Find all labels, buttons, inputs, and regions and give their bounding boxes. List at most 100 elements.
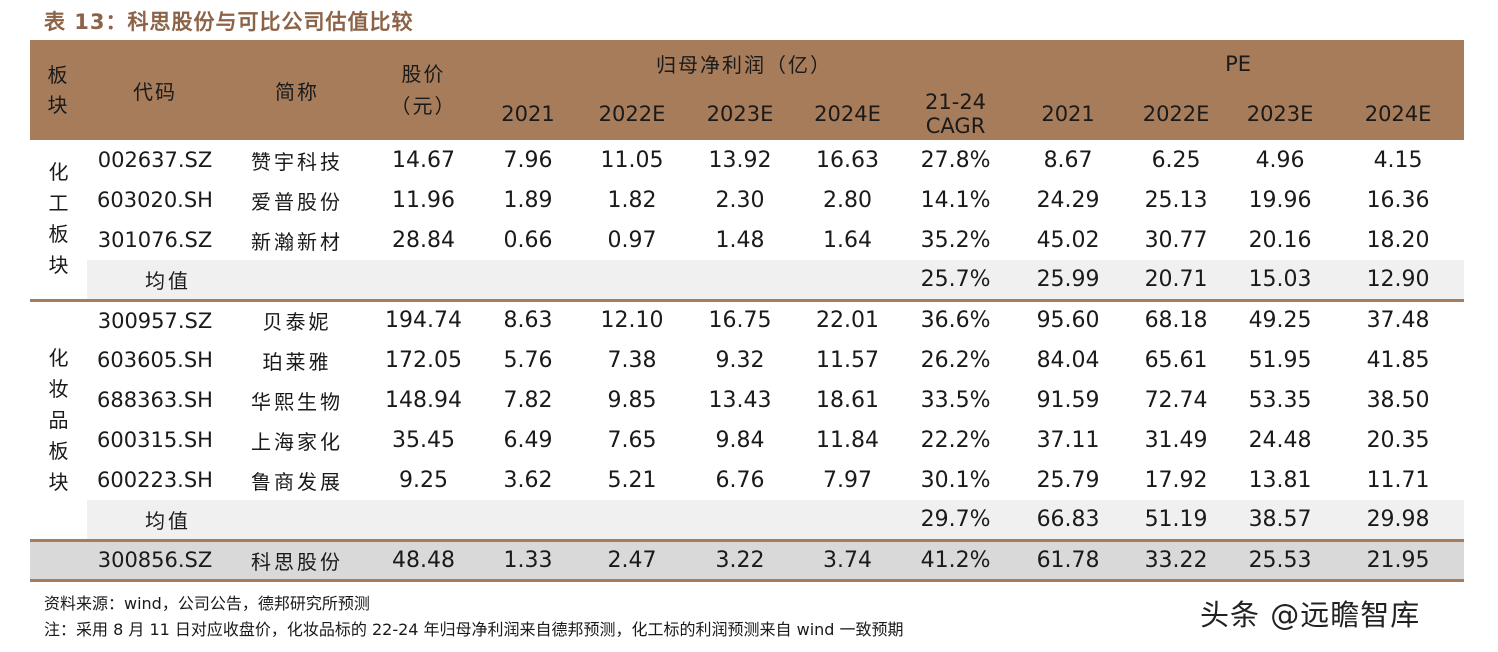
avg-pe-2023e: 38.57	[1228, 500, 1333, 540]
footnotes: 资料来源：wind，公司公告，德邦研究所预测 注：采用 8 月 11 日对应收盘…	[44, 591, 904, 643]
cell-code: 300856.SZ	[87, 538, 223, 582]
avg-cagr: 29.7%	[899, 500, 1013, 540]
sector-label-cosmetics: 化妆品板块	[30, 298, 87, 540]
cell-np-2024e: 2.80	[823, 187, 872, 213]
header-np-2021: 2021	[476, 87, 580, 140]
cell-pe-2022e: 25.13	[1144, 187, 1208, 213]
cell-np-2021: 1.33	[476, 538, 580, 582]
focus-company-row: 300856.SZ 科思股份 48.48 1.33 2.47 3.22 3.74…	[30, 538, 1465, 582]
cell-pe-2024e: 21.95	[1332, 538, 1465, 582]
cell-np-2021: 8.63	[476, 298, 580, 340]
header-sector-text: 板块	[47, 63, 70, 117]
cell-pe-2022e: 31.49	[1144, 427, 1208, 453]
price-note: 注：采用 8 月 11 日对应收盘价，化妆品标的 22-24 年归母净利润来自德…	[44, 620, 904, 639]
cell-price: 11.96	[392, 187, 455, 213]
cell-np-2021: 6.49	[503, 427, 553, 453]
table-row: 603020.SH 爱普股份 11.96 1.89 1.82 2.30 2.80…	[30, 180, 1464, 220]
cell-cagr: 35.2%	[920, 227, 991, 253]
cell-np-2024e: 11.57	[816, 347, 879, 373]
cell-np-2023e: 1.48	[715, 227, 765, 253]
cell-code: 301076.SZ	[97, 228, 213, 252]
table-row: 600315.SH 上海家化 35.45 6.49 7.65 9.84 11.8…	[30, 420, 1464, 460]
cell-cagr: 14.1%	[920, 187, 991, 213]
avg-pe-2023e: 15.03	[1228, 260, 1333, 300]
cell-pe-2024e: 18.20	[1366, 227, 1430, 253]
cell-pe-2023e: 51.95	[1248, 347, 1312, 373]
table-row: 301076.SZ 新瀚新材 28.84 0.66 0.97 1.48 1.64…	[30, 220, 1464, 260]
cell-price: 172.05	[385, 347, 462, 373]
cell-pe-2021: 91.59	[1036, 387, 1100, 413]
cell-pe-2023e: 53.35	[1248, 387, 1312, 413]
cell-cagr: 22.2%	[920, 427, 991, 453]
header-pe-2023e: 2023E	[1228, 87, 1333, 140]
cell-pe-2022e: 17.92	[1144, 467, 1208, 493]
cell-pe-2022e: 65.61	[1144, 347, 1208, 373]
cell-pe-2023e: 49.25	[1228, 298, 1333, 340]
table-header: 板块 代码 简称 股价（元） 归母净利润（亿） PE 2021 2022E 20…	[30, 40, 1465, 140]
cell-pe-2021: 61.78	[1012, 538, 1125, 582]
cell-np-2024e: 11.84	[816, 427, 879, 453]
cell-price: 35.45	[392, 427, 455, 453]
cell-pe-2022e: 72.74	[1144, 387, 1208, 413]
cell-pe-2021: 84.04	[1036, 347, 1100, 373]
cell-pe-2021: 95.60	[1012, 298, 1125, 340]
cell-code: 600315.SH	[97, 428, 213, 452]
avg-pe-2024e: 29.98	[1332, 500, 1465, 540]
valuation-table: 板块 代码 简称 股价（元） 归母净利润（亿） PE 2021 2022E 20…	[30, 40, 1465, 582]
cell-np-2021: 7.82	[503, 387, 553, 413]
source-note: 资料来源：wind，公司公告，德邦研究所预测	[44, 594, 370, 613]
sector-label-text: 化工板块	[48, 160, 69, 278]
cell-np-2021: 1.89	[503, 187, 553, 213]
avg-pe-2021: 25.99	[1012, 260, 1125, 300]
header-price: 股价（元）	[371, 40, 476, 140]
cell-code: 300957.SZ	[87, 298, 223, 340]
cell-pe-2022e: 6.25	[1151, 147, 1201, 173]
avg-pe-2022e: 20.71	[1124, 260, 1229, 300]
header-name: 简称	[223, 40, 371, 140]
cell-np-2023e: 13.43	[708, 387, 772, 413]
cell-price: 28.84	[392, 227, 455, 253]
cell-pe-2021: 25.79	[1036, 467, 1100, 493]
header-pe-2021: 2021	[1012, 87, 1125, 140]
cell-pe-2021: 37.11	[1036, 427, 1100, 453]
cell-pe-2024e: 11.71	[1366, 467, 1430, 493]
cell-name: 赞宇科技	[251, 149, 343, 174]
header-pe-2022e: 2022E	[1124, 87, 1229, 140]
cell-price: 9.25	[399, 467, 448, 493]
cell-np-2023e: 16.75	[684, 298, 796, 340]
cell-code: 600223.SH	[97, 468, 213, 492]
table-title: 表 13：科思股份与可比公司估值比较	[44, 10, 414, 34]
avg-pe-2021: 66.83	[1012, 500, 1125, 540]
avg-cagr: 25.7%	[899, 260, 1013, 300]
cell-np-2024e: 16.63	[816, 147, 879, 173]
cell-np-2022e: 7.38	[607, 347, 657, 373]
cell-np-2024e: 1.64	[823, 227, 872, 253]
cell-cagr: 30.1%	[920, 467, 991, 493]
table-row: 688363.SH 华熙生物 148.94 7.82 9.85 13.43 18…	[30, 380, 1464, 420]
cell-np-2022e: 0.97	[607, 227, 657, 253]
cell-name: 鲁商发展	[251, 469, 343, 494]
cell-pe-2021: 45.02	[1036, 227, 1100, 253]
cell-np-2022e: 2.47	[580, 538, 684, 582]
cell-cagr: 36.6%	[899, 298, 1013, 340]
cell-price: 148.94	[385, 387, 462, 413]
cell-pe-2023e: 25.53	[1228, 538, 1333, 582]
cell-name: 华熙生物	[251, 389, 343, 414]
header-np-2023e: 2023E	[684, 87, 796, 140]
cell-np-2022e: 5.21	[607, 467, 657, 493]
cell-np-2022e: 12.10	[580, 298, 684, 340]
cell-pe-2021: 24.29	[1036, 187, 1100, 213]
header-np-2022e: 2022E	[580, 87, 684, 140]
cell-pe-2022e: 68.18	[1124, 298, 1229, 340]
cell-np-2023e: 2.30	[715, 187, 765, 213]
sector-label-chemical: 化工板块	[30, 140, 87, 300]
table-body: 化工板块 002637.SZ 赞宇科技 14.67 7.96 11.05 13.…	[30, 140, 1465, 582]
header-cagr-text: 21-24 CAGR	[925, 89, 987, 138]
cell-pe-2024e: 41.85	[1366, 347, 1430, 373]
cell-np-2023e: 9.32	[715, 347, 765, 373]
header-cagr: 21-24 CAGR	[899, 87, 1013, 140]
cell-np-2021: 0.66	[503, 227, 553, 253]
cell-price: 48.48	[371, 538, 476, 582]
sector-label-text: 化妆品板块	[48, 345, 69, 494]
